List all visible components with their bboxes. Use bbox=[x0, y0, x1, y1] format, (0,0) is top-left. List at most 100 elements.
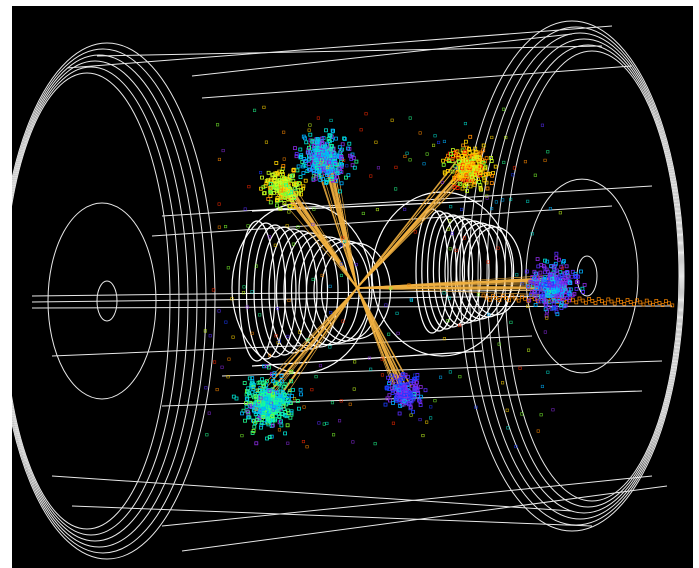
forward-hit bbox=[523, 296, 527, 301]
hit bbox=[244, 401, 249, 405]
hit bbox=[412, 387, 417, 392]
forward-hit bbox=[491, 293, 495, 298]
hit bbox=[268, 397, 273, 402]
stray-hit bbox=[376, 166, 381, 170]
stray-hit bbox=[285, 224, 289, 228]
stray-hit bbox=[325, 421, 329, 426]
hit bbox=[453, 164, 458, 169]
hit bbox=[418, 403, 423, 408]
hit bbox=[284, 191, 289, 196]
stray-hit bbox=[343, 239, 347, 243]
stray-hit bbox=[546, 370, 550, 374]
hit bbox=[245, 397, 250, 402]
stray-hit bbox=[220, 365, 224, 369]
hit bbox=[251, 428, 256, 433]
stray-hit bbox=[259, 171, 263, 175]
hit bbox=[262, 364, 267, 369]
hit bbox=[450, 159, 455, 164]
hit bbox=[244, 404, 249, 409]
stray-hit bbox=[264, 140, 268, 144]
stray-hit bbox=[207, 411, 211, 415]
hit bbox=[240, 411, 244, 416]
hit bbox=[269, 177, 274, 182]
stray-hit bbox=[348, 402, 352, 406]
hit bbox=[483, 164, 488, 169]
stray-hit bbox=[442, 291, 446, 295]
stray-hit bbox=[267, 353, 272, 357]
stray-hit bbox=[254, 407, 258, 411]
hit bbox=[457, 175, 462, 180]
hit bbox=[442, 171, 447, 176]
stray-hit bbox=[217, 225, 221, 229]
forward-hit bbox=[606, 297, 611, 302]
barrel-line bbox=[96, 45, 603, 57]
tracker-barrel-line bbox=[251, 350, 483, 367]
forward-hit bbox=[590, 299, 595, 303]
stray-hit bbox=[407, 283, 411, 287]
hit bbox=[544, 313, 549, 318]
barrel-line bbox=[66, 25, 613, 69]
inner-tracker-structure bbox=[231, 191, 523, 374]
hit bbox=[460, 186, 465, 191]
stray-hit bbox=[243, 207, 247, 211]
stray-hit bbox=[317, 421, 321, 425]
forward-hit bbox=[580, 298, 585, 303]
stray-hit bbox=[458, 375, 462, 379]
hit bbox=[299, 188, 304, 193]
tracker-ring bbox=[450, 220, 498, 322]
hit bbox=[234, 396, 239, 401]
tracker-ring bbox=[456, 222, 507, 320]
hit bbox=[526, 284, 531, 289]
hit bbox=[484, 172, 489, 177]
hit bbox=[551, 289, 556, 294]
hit bbox=[423, 388, 428, 393]
hit bbox=[533, 303, 538, 307]
track bbox=[356, 170, 470, 289]
hit bbox=[289, 379, 294, 384]
stray-hit bbox=[458, 323, 462, 328]
stray-hit bbox=[354, 262, 358, 267]
hit bbox=[465, 158, 470, 163]
forward-hit bbox=[516, 298, 521, 303]
stray-hit bbox=[526, 304, 530, 308]
hit bbox=[393, 374, 398, 379]
stray-hit bbox=[339, 262, 343, 266]
hit bbox=[564, 264, 569, 269]
stray-hit bbox=[448, 219, 452, 223]
forward-hit bbox=[488, 297, 492, 302]
hit bbox=[543, 302, 548, 307]
track bbox=[356, 161, 469, 289]
stray-hit bbox=[425, 152, 429, 156]
endcap-ring bbox=[12, 60, 189, 542]
stray-hit bbox=[502, 160, 506, 164]
tracker-ring bbox=[268, 228, 318, 354]
forward-hit bbox=[660, 303, 665, 307]
hit bbox=[297, 191, 302, 196]
hit bbox=[471, 180, 476, 185]
hit bbox=[278, 405, 283, 410]
stray-hit bbox=[293, 186, 297, 190]
hit bbox=[315, 145, 320, 150]
hit bbox=[267, 435, 272, 440]
hit bbox=[477, 164, 482, 169]
hit bbox=[250, 390, 255, 395]
hit bbox=[545, 293, 550, 298]
endcap-inner-ring bbox=[525, 178, 639, 374]
forward-hit bbox=[526, 299, 531, 303]
barrel-line bbox=[181, 485, 668, 552]
forward-hit bbox=[574, 300, 579, 305]
track bbox=[266, 287, 358, 404]
stray-hit bbox=[351, 440, 355, 444]
hit bbox=[257, 410, 262, 414]
stray-hit bbox=[262, 105, 266, 109]
hit bbox=[283, 431, 288, 436]
track bbox=[264, 287, 358, 398]
stray-hit bbox=[341, 236, 345, 240]
stray-hit bbox=[384, 303, 388, 307]
hit bbox=[472, 182, 477, 187]
hit bbox=[291, 182, 296, 187]
hit bbox=[397, 411, 402, 416]
stray-hit bbox=[490, 135, 494, 139]
hit bbox=[554, 251, 559, 256]
hit bbox=[541, 264, 546, 269]
